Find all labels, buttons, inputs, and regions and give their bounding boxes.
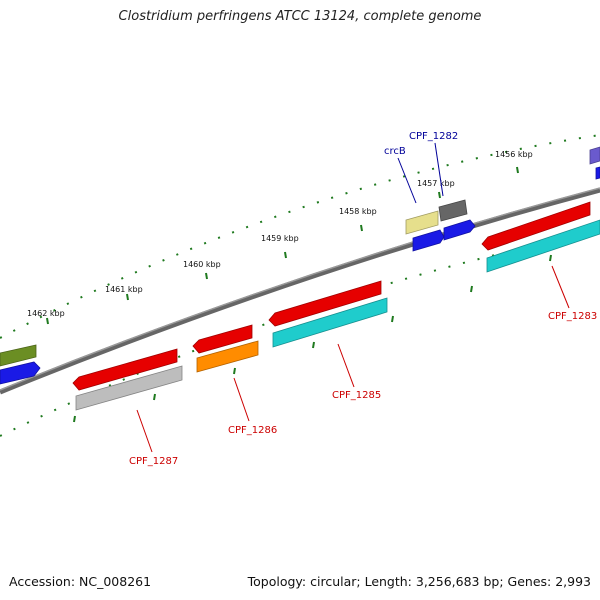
scale-label-1457: 1457 kbp bbox=[417, 179, 455, 188]
blue-feature-left[interactable] bbox=[0, 361, 41, 385]
genome-backbone-highlight bbox=[0, 187, 600, 391]
outer-major-ticks bbox=[46, 166, 519, 325]
cyan-feature-1285[interactable] bbox=[272, 297, 388, 348]
scale-label-1460: 1460 kbp bbox=[183, 260, 221, 269]
olive-feature[interactable] bbox=[0, 344, 37, 367]
gene-label-cpf-1285: CPF_1285 bbox=[332, 390, 381, 401]
blue-feature-1282[interactable] bbox=[443, 219, 476, 241]
dark-gray-feature-1282[interactable] bbox=[438, 199, 468, 222]
gene-label-cpf-1287: CPF_1287 bbox=[129, 456, 178, 467]
scale-label-1461: 1461 kbp bbox=[105, 285, 143, 294]
topology-label: Topology: circular; Length: 3,256,683 bp… bbox=[247, 574, 591, 589]
red-feature-1285[interactable] bbox=[268, 280, 382, 327]
gray-feature-1287[interactable] bbox=[75, 365, 183, 411]
scale-label-1462: 1462 kbp bbox=[27, 309, 65, 318]
callout-line-1285 bbox=[337, 343, 355, 388]
genome-backbone bbox=[0, 187, 600, 395]
orange-feature-1286[interactable] bbox=[196, 340, 259, 373]
red-feature-1283[interactable] bbox=[481, 201, 591, 251]
callout-line-1286 bbox=[233, 377, 250, 422]
khaki-feature-crcB[interactable] bbox=[405, 210, 439, 235]
red-feature-1286[interactable] bbox=[192, 324, 253, 354]
scale-label-1456: 1456 kbp bbox=[495, 150, 533, 159]
scale-label-1459: 1459 kbp bbox=[261, 234, 299, 243]
blue-feature-crcB[interactable] bbox=[412, 229, 445, 252]
map-title: Clostridium perfringens ATCC 13124, comp… bbox=[118, 9, 482, 24]
gene-label-cpf-1283: CPF_1283 bbox=[548, 311, 597, 322]
purple-feature-right[interactable] bbox=[589, 146, 600, 165]
accession-label: Accession: NC_008261 bbox=[9, 574, 152, 589]
callout-line-1287 bbox=[136, 409, 153, 453]
callout-line-1282 bbox=[434, 142, 444, 197]
inner-major-ticks bbox=[73, 254, 552, 423]
red-feature-1287[interactable] bbox=[72, 348, 178, 391]
gene-label-crcb: crcB bbox=[384, 146, 406, 157]
callout-line-1283 bbox=[551, 265, 570, 309]
cyan-feature-1283[interactable] bbox=[486, 219, 600, 273]
blue-feature-right[interactable] bbox=[595, 166, 600, 180]
callout-line-crcB bbox=[397, 157, 417, 204]
scale-label-1458: 1458 kbp bbox=[339, 207, 377, 216]
gene-label-cpf-1282: CPF_1282 bbox=[409, 131, 458, 142]
gene-label-cpf-1286: CPF_1286 bbox=[228, 425, 277, 436]
